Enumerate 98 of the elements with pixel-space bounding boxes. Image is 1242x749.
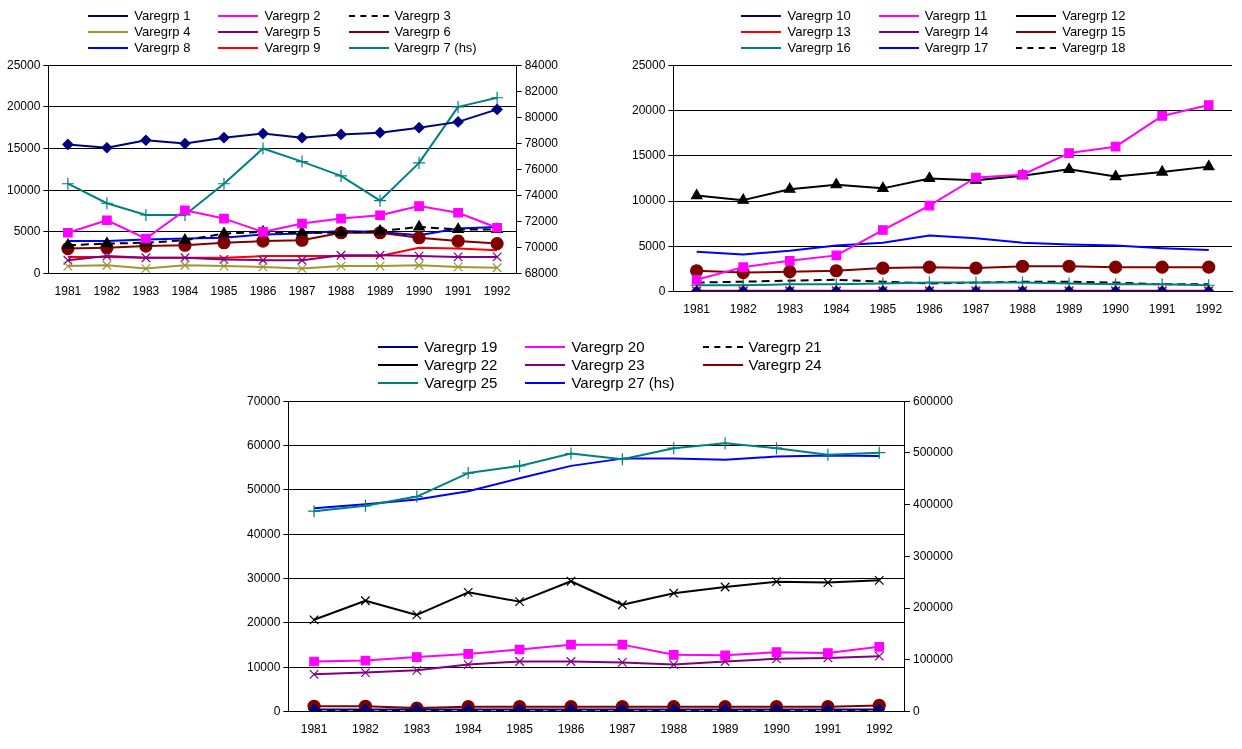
- x-tick-label: 1982: [352, 722, 380, 737]
- x-tick-label: 1982: [729, 302, 757, 317]
- y-tick-label: 15000: [6, 140, 41, 155]
- y2-tick-label: 600000: [912, 393, 954, 408]
- legend-label: Varegrp 21: [748, 338, 822, 355]
- y-tick-label: 10000: [6, 182, 41, 197]
- legend-label: Varegrp 10: [787, 8, 851, 23]
- legend-label: Varegrp 13: [787, 24, 851, 39]
- x-tick-label: 1991: [444, 284, 472, 299]
- x-tick-label: 1981: [683, 302, 711, 317]
- legend-label: Varegrp 1: [134, 8, 191, 23]
- x-tick-label: 1992: [865, 722, 893, 737]
- legend-label: Varegrp 19: [424, 338, 498, 355]
- y-tick-label: 40000: [246, 526, 281, 541]
- x-tick-label: 1985: [506, 722, 534, 737]
- y-tick-label: 0: [658, 283, 666, 298]
- legend-label: Varegrp 3: [394, 8, 451, 23]
- x-tick-label: 1986: [916, 302, 944, 317]
- x-tick-label: 1982: [93, 284, 121, 299]
- legend-label: Varegrp 23: [571, 356, 645, 373]
- y-tick-label: 0: [273, 703, 281, 718]
- x-tick-label: 1984: [822, 302, 850, 317]
- y2-tick-label: 0: [912, 703, 920, 718]
- legend-label: Varegrp 6: [394, 24, 451, 39]
- x-tick-label: 1988: [1009, 302, 1037, 317]
- x-tick-label: 1985: [869, 302, 897, 317]
- y2-tick-label: 78000: [524, 135, 559, 150]
- legend-label: Varegrp 27 (hs): [571, 374, 675, 391]
- y2-tick-label: 80000: [524, 109, 559, 124]
- y-tick-label: 25000: [6, 57, 41, 72]
- x-tick-label: 1984: [171, 284, 199, 299]
- x-tick-label: 1987: [288, 284, 316, 299]
- y2-tick-label: 82000: [524, 83, 559, 98]
- y-tick-label: 20000: [6, 99, 41, 114]
- y-tick-label: 10000: [631, 193, 666, 208]
- x-tick-label: 1992: [1195, 302, 1223, 317]
- x-tick-label: 1985: [210, 284, 238, 299]
- x-tick-label: 1988: [327, 284, 355, 299]
- x-tick-label: 1989: [1055, 302, 1083, 317]
- y2-tick-label: 500000: [912, 445, 954, 460]
- x-tick-label: 1991: [1148, 302, 1176, 317]
- x-tick-label: 1989: [366, 284, 394, 299]
- y-tick-label: 20000: [631, 102, 666, 117]
- legend-label: Varegrp 25: [424, 374, 498, 391]
- legend-label: Varegrp 2: [264, 8, 321, 23]
- y-tick-label: 5000: [638, 238, 666, 253]
- x-tick-label: 1987: [609, 722, 637, 737]
- y2-tick-label: 76000: [524, 161, 559, 176]
- y-tick-label: 60000: [246, 437, 281, 452]
- x-tick-label: 1981: [300, 722, 328, 737]
- y-tick-label: 10000: [246, 659, 281, 674]
- x-tick-label: 1983: [132, 284, 160, 299]
- y2-tick-label: 100000: [912, 652, 954, 667]
- x-tick-label: 1981: [54, 284, 82, 299]
- legend-label: Varegrp 7 (hs): [394, 40, 477, 55]
- y2-tick-label: 68000: [524, 265, 559, 280]
- y-tick-label: 30000: [246, 570, 281, 585]
- y-tick-label: 25000: [631, 57, 666, 72]
- y2-tick-label: 300000: [912, 548, 954, 563]
- x-tick-label: 1986: [249, 284, 277, 299]
- legend-label: Varegrp 11: [924, 8, 988, 23]
- y-tick-label: 70000: [246, 393, 281, 408]
- y2-tick-label: 72000: [524, 213, 559, 228]
- x-tick-label: 1987: [962, 302, 990, 317]
- y-tick-label: 50000: [246, 482, 281, 497]
- legend-label: Varegrp 17: [924, 40, 989, 55]
- legend-label: Varegrp 8: [134, 40, 191, 55]
- legend-label: Varegrp 12: [1062, 8, 1126, 23]
- y-tick-label: 15000: [631, 148, 666, 163]
- legend-label: Varegrp 18: [1062, 40, 1126, 55]
- x-tick-label: 1983: [403, 722, 431, 737]
- y2-tick-label: 400000: [912, 496, 954, 511]
- x-tick-label: 1992: [483, 284, 511, 299]
- x-tick-label: 1991: [814, 722, 842, 737]
- legend-label: Varegrp 4: [134, 24, 191, 39]
- x-tick-label: 1990: [1102, 302, 1130, 317]
- legend-label: Varegrp 20: [571, 338, 645, 355]
- legend-label: Varegrp 14: [924, 24, 989, 39]
- y2-tick-label: 84000: [524, 57, 559, 72]
- y-tick-label: 20000: [246, 615, 281, 630]
- x-tick-label: 1984: [454, 722, 482, 737]
- x-tick-label: 1988: [660, 722, 688, 737]
- y-tick-label: 0: [33, 265, 41, 280]
- legend-label: Varegrp 22: [424, 356, 498, 373]
- legend-label: Varegrp 15: [1062, 24, 1126, 39]
- legend-label: Varegrp 24: [748, 356, 822, 373]
- legend-label: Varegrp 16: [787, 40, 851, 55]
- x-tick-label: 1990: [763, 722, 791, 737]
- x-tick-label: 1986: [557, 722, 585, 737]
- y2-tick-label: 200000: [912, 600, 954, 615]
- x-tick-label: 1990: [405, 284, 433, 299]
- y2-tick-label: 70000: [524, 239, 559, 254]
- x-tick-label: 1989: [711, 722, 739, 737]
- y-tick-label: 5000: [13, 224, 41, 239]
- x-tick-label: 1983: [776, 302, 804, 317]
- legend-label: Varegrp 5: [264, 24, 321, 39]
- y2-tick-label: 74000: [524, 187, 559, 202]
- legend-label: Varegrp 9: [264, 40, 321, 55]
